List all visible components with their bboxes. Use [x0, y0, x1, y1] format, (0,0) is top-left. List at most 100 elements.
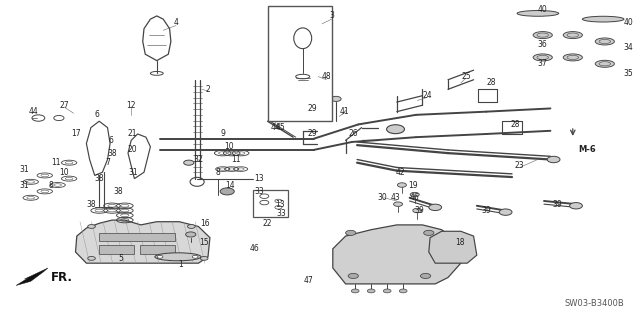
Text: 7: 7	[105, 158, 110, 167]
Text: 4: 4	[173, 18, 179, 27]
Text: 48: 48	[321, 72, 332, 81]
Ellipse shape	[200, 256, 208, 260]
Text: 33: 33	[254, 187, 264, 196]
Ellipse shape	[387, 125, 404, 134]
Ellipse shape	[399, 289, 407, 293]
Text: 39: 39	[552, 200, 562, 209]
Text: 20: 20	[127, 145, 138, 154]
Text: 46: 46	[250, 244, 260, 253]
Ellipse shape	[394, 202, 403, 206]
Bar	[99, 245, 134, 254]
Text: 28: 28	[487, 78, 496, 87]
Text: 2: 2	[205, 85, 211, 94]
Text: 39: 39	[481, 206, 492, 215]
Ellipse shape	[348, 273, 358, 278]
Text: 17: 17	[70, 130, 81, 138]
Ellipse shape	[155, 253, 201, 261]
Ellipse shape	[595, 38, 614, 45]
Ellipse shape	[595, 60, 614, 67]
Text: 31: 31	[19, 181, 29, 189]
Ellipse shape	[563, 32, 582, 39]
Ellipse shape	[188, 225, 195, 228]
Ellipse shape	[397, 183, 406, 187]
Text: 38: 38	[107, 149, 117, 158]
Text: 27: 27	[59, 101, 69, 110]
Text: FR.: FR.	[51, 271, 73, 284]
Ellipse shape	[184, 160, 194, 165]
Ellipse shape	[547, 156, 560, 163]
Text: 34: 34	[623, 43, 634, 52]
Text: 11: 11	[231, 155, 240, 164]
Text: 13: 13	[254, 174, 264, 183]
Text: SW03-B3400B: SW03-B3400B	[564, 299, 624, 308]
Text: 43: 43	[390, 193, 401, 202]
Ellipse shape	[533, 32, 552, 39]
Ellipse shape	[517, 11, 559, 16]
Text: 30: 30	[378, 193, 388, 202]
Text: 29: 29	[307, 104, 317, 113]
Bar	[253, 190, 288, 217]
Text: 23: 23	[515, 161, 525, 170]
Text: 16: 16	[200, 219, 210, 228]
Text: 31: 31	[128, 168, 138, 177]
Ellipse shape	[582, 16, 624, 22]
Text: 24: 24	[422, 91, 433, 100]
Ellipse shape	[367, 289, 375, 293]
Text: 9: 9	[220, 130, 225, 138]
Bar	[99, 233, 175, 241]
Text: 39: 39	[414, 206, 424, 215]
Text: 11: 11	[52, 158, 61, 167]
Bar	[140, 245, 175, 254]
Polygon shape	[76, 220, 210, 263]
Text: 1: 1	[178, 260, 183, 269]
Text: 10: 10	[59, 168, 69, 177]
Ellipse shape	[157, 255, 163, 258]
Bar	[268, 6, 332, 121]
Text: 22: 22	[263, 219, 272, 228]
Polygon shape	[429, 231, 477, 263]
Text: 47: 47	[303, 276, 314, 285]
Text: 6: 6	[108, 136, 113, 145]
Ellipse shape	[499, 209, 512, 215]
Ellipse shape	[88, 225, 95, 228]
Text: 8: 8	[215, 168, 220, 177]
Ellipse shape	[383, 289, 391, 293]
Text: 38: 38	[94, 174, 104, 183]
Ellipse shape	[410, 192, 419, 197]
Text: 5: 5	[118, 254, 123, 263]
Ellipse shape	[351, 289, 359, 293]
Text: 26: 26	[348, 130, 358, 138]
Text: 36: 36	[538, 40, 548, 49]
Text: 19: 19	[408, 181, 418, 189]
Text: 41: 41	[339, 107, 349, 116]
Text: 28: 28	[511, 120, 520, 129]
Text: 21: 21	[128, 130, 137, 138]
Text: 32: 32	[193, 155, 204, 164]
Ellipse shape	[346, 230, 356, 235]
Text: 10: 10	[224, 142, 234, 151]
Ellipse shape	[570, 203, 582, 209]
Ellipse shape	[533, 54, 552, 61]
Text: 14: 14	[225, 181, 236, 189]
Text: 33: 33	[276, 209, 287, 218]
Ellipse shape	[331, 96, 341, 101]
Ellipse shape	[429, 204, 442, 211]
Text: 15: 15	[198, 238, 209, 247]
Polygon shape	[333, 225, 461, 284]
Text: 6: 6	[95, 110, 100, 119]
Text: M-6: M-6	[579, 145, 596, 154]
Text: 42: 42	[395, 168, 405, 177]
Text: 37: 37	[538, 59, 548, 68]
Text: 25: 25	[461, 72, 471, 81]
Ellipse shape	[192, 255, 198, 258]
Text: 35: 35	[623, 69, 634, 78]
Text: 31: 31	[19, 165, 29, 174]
Text: 44: 44	[270, 123, 280, 132]
Ellipse shape	[424, 230, 434, 235]
Ellipse shape	[220, 188, 234, 195]
Text: 12: 12	[127, 101, 136, 110]
Polygon shape	[16, 268, 48, 286]
Text: 40: 40	[538, 5, 548, 14]
Text: 38: 38	[86, 200, 96, 209]
Text: 8: 8	[49, 181, 54, 189]
